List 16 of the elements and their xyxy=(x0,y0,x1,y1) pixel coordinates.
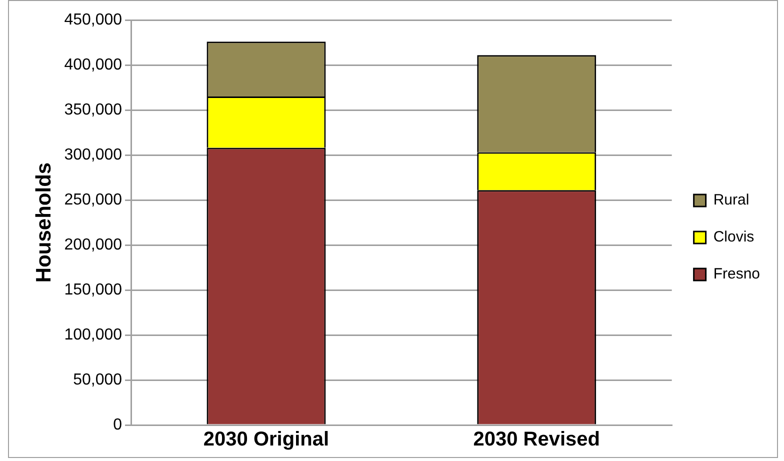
y-tick-label: 300,000 xyxy=(64,146,122,164)
y-tick-label: 0 xyxy=(113,416,122,434)
y-tick-label: 450,000 xyxy=(64,11,122,28)
y-tick-label: 400,000 xyxy=(64,56,122,74)
y-axis-title: Households xyxy=(32,162,56,283)
y-tick-label: 250,000 xyxy=(64,191,122,208)
x-tick-label: 2030 Original xyxy=(203,428,330,451)
y-tick-label: 50,000 xyxy=(73,371,122,388)
legend-label: Rural xyxy=(713,192,750,209)
y-tick-label: 350,000 xyxy=(64,101,122,118)
y-tick-label: 200,000 xyxy=(64,236,122,254)
y-tick-label: 150,000 xyxy=(64,281,122,298)
legend-label: Clovis xyxy=(713,228,754,246)
legend-label: Fresno xyxy=(713,266,760,283)
x-tick-label: 2030 Revised xyxy=(473,428,600,451)
y-tick-label: 100,000 xyxy=(64,326,122,344)
